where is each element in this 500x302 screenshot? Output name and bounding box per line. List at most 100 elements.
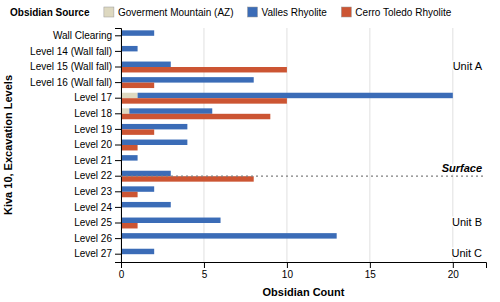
x-tick-label: 20	[448, 269, 460, 280]
bar	[121, 83, 154, 88]
x-tick-label: 5	[202, 269, 208, 280]
chart-container: Obsidian Source Goverment Mountain (AZ) Va…	[0, 0, 500, 302]
y-tick-mark	[115, 82, 121, 83]
y-tick-mark	[115, 129, 121, 130]
bar-segment	[121, 171, 171, 176]
bar	[121, 114, 270, 119]
legend-label: Goverment Mountain (AZ)	[118, 7, 234, 18]
bar-segment	[121, 249, 154, 254]
annotations: Unit A Surface Unit B Unit C	[121, 60, 486, 259]
plot: 0 5 10 15 20 Wall Clearing Level 14 (Wall fall…	[30, 28, 486, 280]
bar	[121, 67, 287, 72]
reference-line	[121, 176, 486, 177]
y-tick-label: Level 27	[74, 248, 112, 259]
bar-segment	[121, 233, 337, 238]
y-tick: Level 18	[74, 108, 121, 119]
annotation: Unit C	[451, 247, 482, 259]
legend: Obsidian Source Goverment Mountain (AZ) Va…	[10, 7, 452, 18]
y-tick-label: Level 23	[74, 186, 112, 197]
bar-segment	[129, 108, 212, 113]
y-tick-label: Level 14 (Wall fall)	[30, 46, 112, 57]
y-tick-label: Level 22	[74, 170, 112, 181]
y-tick: Level 24	[74, 202, 121, 213]
x-tick-mark	[453, 262, 454, 268]
y-tick-label: Level 17	[74, 92, 112, 103]
x-tick: 5	[202, 262, 208, 280]
bar	[121, 145, 138, 150]
bar-segment	[138, 93, 453, 98]
grid	[121, 28, 453, 262]
bar-segment	[121, 62, 171, 67]
y-tick-mark	[115, 98, 121, 99]
y-tick-mark	[115, 207, 121, 208]
y-tick-label: Level 16 (Wall fall)	[30, 77, 112, 88]
bars	[121, 30, 453, 254]
y-tick: Level 27	[74, 248, 121, 259]
x-tick: 20	[448, 262, 460, 280]
legend-item: Valles Rhyolite	[248, 7, 328, 18]
legend-title-group: Obsidian Source	[10, 7, 90, 18]
bar	[121, 223, 138, 228]
bar-segment	[121, 218, 221, 223]
x-tick-label: 15	[365, 269, 377, 280]
grid-line	[369, 28, 370, 262]
x-axis-line	[122, 263, 487, 269]
x-tick-mark	[370, 262, 371, 268]
annotation: Unit B	[452, 216, 482, 228]
legend-swatch	[248, 7, 258, 17]
x-tick-label: 10	[282, 269, 294, 280]
y-tick: Level 17	[74, 92, 121, 103]
bar	[121, 98, 287, 103]
legend-label: Cerro Toledo Rhyolite	[355, 7, 451, 18]
bar-segment	[121, 30, 154, 35]
y-tick: Level 22	[74, 170, 121, 181]
annotation: Surface	[442, 162, 482, 174]
x-tick-mark	[204, 262, 205, 268]
y-tick: Level 15 (Wall fall)	[30, 61, 121, 72]
x-tick: 15	[365, 262, 377, 280]
y-tick-mark	[115, 254, 121, 255]
y-tick-label: Level 20	[74, 139, 112, 150]
bar-segment	[121, 46, 138, 51]
x-axis-title: Obsidian Count	[263, 286, 345, 298]
y-tick-label: Level 21	[74, 155, 112, 166]
bar-segment	[121, 77, 254, 82]
y-tick: Level 20	[74, 139, 121, 150]
legend-item: Goverment Mountain (AZ)	[104, 7, 234, 18]
y-tick-mark	[115, 238, 121, 239]
bar-segment	[121, 155, 138, 160]
y-tick-label: Level 26	[74, 233, 112, 244]
y-tick: Level 25	[74, 217, 121, 228]
legend-item: Cerro Toledo Rhyolite	[341, 7, 451, 18]
y-tick-label: Level 25	[74, 217, 112, 228]
y-tick: Level 19	[74, 124, 121, 135]
y-tick-mark	[115, 35, 121, 36]
y-tick-label: Level 18	[74, 108, 112, 119]
x-tick-mark	[287, 262, 288, 268]
legend-swatch	[104, 7, 114, 17]
y-tick: Wall Clearing	[53, 30, 121, 41]
y-tick-label: Level 15 (Wall fall)	[30, 61, 112, 72]
x-tick-label: 0	[119, 269, 125, 280]
y-tick-mark	[115, 145, 121, 146]
y-tick: Level 23	[74, 186, 121, 197]
y-tick: Level 26	[74, 233, 121, 244]
bar-segment	[121, 186, 154, 191]
grid-line	[286, 28, 287, 262]
bar	[121, 129, 154, 134]
bar-segment	[121, 124, 187, 129]
y-axis-title: Kiva 10, Excavation Levels	[2, 75, 14, 215]
x-tick: 10	[282, 262, 294, 280]
bar	[121, 192, 138, 197]
y-tick: Level 14 (Wall fall)	[30, 46, 121, 57]
bar	[121, 176, 254, 181]
y-tick-label: Level 19	[74, 124, 112, 135]
y-tick-mark	[115, 113, 121, 114]
annotation: Unit A	[453, 60, 483, 72]
legend-title: Obsidian Source	[10, 7, 90, 18]
y-tick-mark	[115, 176, 121, 177]
bar-segment	[121, 140, 187, 145]
chart-svg: Obsidian Source Goverment Mountain (AZ) Va…	[0, 0, 500, 302]
y-tick-mark	[115, 51, 121, 52]
y-tick-mark	[115, 223, 121, 224]
